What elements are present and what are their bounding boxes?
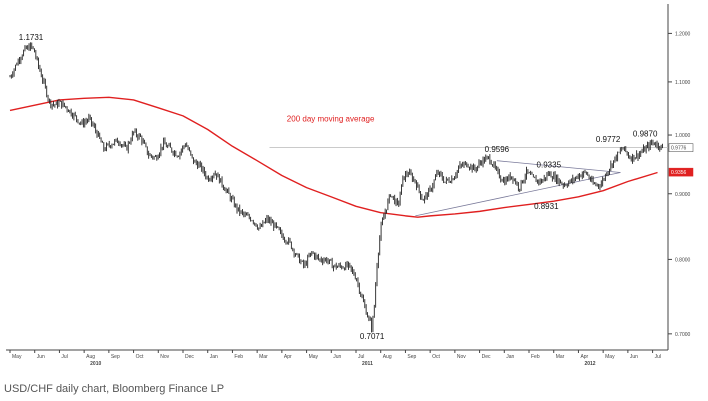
x-tick-label: Jan xyxy=(506,354,514,360)
x-tick-label: Jun xyxy=(630,354,638,360)
price-annotation: 1.1731 xyxy=(19,33,44,42)
x-tick-label: Apr xyxy=(284,354,292,360)
price-annotation: 0.9772 xyxy=(596,135,621,144)
x-tick-label: Feb xyxy=(531,354,540,360)
x-tick-label: Oct xyxy=(432,354,440,360)
y-tick-label: 0.8000 xyxy=(675,257,691,263)
x-tick-label: Jul xyxy=(61,354,67,360)
x-tick-label: May xyxy=(605,354,615,360)
x-tick-label: Sep xyxy=(407,354,416,360)
year-label: 2011 xyxy=(362,361,373,367)
x-tick-label: Aug xyxy=(86,354,95,360)
ma-value-box xyxy=(668,167,694,177)
x-tick-label: Jul xyxy=(358,354,364,360)
x-tick-label: Jul xyxy=(655,354,661,360)
price-annotation: 0.9596 xyxy=(485,145,510,154)
x-tick-label: Dec xyxy=(185,354,194,360)
x-tick-label: May xyxy=(12,354,22,360)
y-tick-label: 1.1000 xyxy=(675,80,691,86)
x-tick-label: Dec xyxy=(482,354,491,360)
year-label: 2012 xyxy=(584,361,595,367)
chart-caption: USD/CHF daily chart, Bloomberg Finance L… xyxy=(4,383,225,395)
last-price-label: 0.9776 xyxy=(671,146,687,152)
x-tick-label: Aug xyxy=(383,354,392,360)
y-tick-label: 1.2000 xyxy=(675,31,691,37)
y-tick-label: 0.9000 xyxy=(675,192,691,198)
x-tick-label: Oct xyxy=(136,354,144,360)
x-tick-label: Mar xyxy=(556,354,565,360)
x-tick-label: Mar xyxy=(259,354,268,360)
x-tick-label: Sep xyxy=(111,354,120,360)
y-tick-label: 1.0000 xyxy=(675,133,691,139)
trendline xyxy=(496,160,621,173)
moving-average-line xyxy=(9,96,658,218)
x-tick-label: May xyxy=(309,354,319,360)
x-tick-label: Feb xyxy=(234,354,243,360)
moving-average-label: 200 day moving average xyxy=(287,114,375,123)
x-tick-label: Apr xyxy=(580,354,588,360)
price-annotation: 0.9870 xyxy=(633,129,658,138)
last-price-box xyxy=(668,143,694,152)
trendline xyxy=(415,172,621,217)
ma-value-label: 0.9356 xyxy=(671,170,687,176)
x-tick-label: Nov xyxy=(457,354,466,360)
x-tick-label: Nov xyxy=(160,354,169,360)
y-tick-label: 0.7000 xyxy=(675,332,691,338)
x-tick-label: Jan xyxy=(210,354,218,360)
price-annotation: 0.7071 xyxy=(360,332,385,341)
price-annotation: 0.8931 xyxy=(534,202,559,211)
year-label: 2010 xyxy=(90,361,101,367)
usdchf-chart: 0.7000 0.8000 0.9000 1.0000 1.1000 1.2000 May J… xyxy=(6,4,694,367)
x-tick-label: Jun xyxy=(333,354,341,360)
x-tick-label: Jun xyxy=(37,354,45,360)
price-annotation: 0.9335 xyxy=(537,160,562,169)
